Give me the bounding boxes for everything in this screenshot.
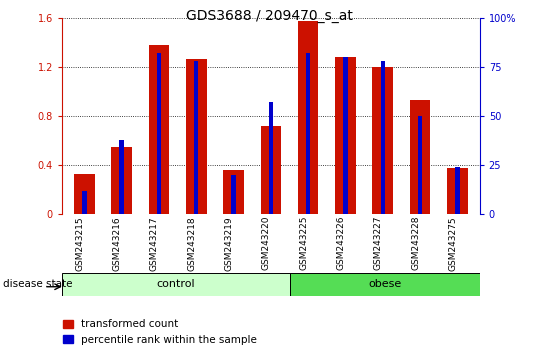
Bar [268, 102, 273, 214]
Legend: transformed count, percentile rank within the sample: transformed count, percentile rank withi… [59, 315, 261, 349]
Text: GSM243228: GSM243228 [411, 216, 420, 270]
Text: GSM243225: GSM243225 [299, 216, 308, 270]
Bar [186, 59, 206, 214]
Bar [231, 175, 236, 214]
Bar [194, 61, 198, 214]
Bar [418, 116, 422, 214]
Bar [335, 57, 356, 214]
Bar [112, 147, 132, 214]
Text: GSM243227: GSM243227 [374, 216, 383, 270]
Text: GSM243216: GSM243216 [113, 216, 122, 270]
Text: GDS3688 / 209470_s_at: GDS3688 / 209470_s_at [186, 9, 353, 23]
Bar [306, 53, 310, 214]
Bar [260, 126, 281, 214]
Text: GSM243219: GSM243219 [225, 216, 233, 270]
Text: disease state: disease state [3, 279, 72, 289]
Bar [120, 139, 124, 214]
Bar [447, 167, 468, 214]
Text: GSM243215: GSM243215 [75, 216, 85, 270]
Text: GSM243218: GSM243218 [187, 216, 196, 270]
Text: GSM243217: GSM243217 [150, 216, 159, 270]
Text: GSM243226: GSM243226 [336, 216, 345, 270]
Bar [62, 273, 290, 296]
Bar [82, 190, 87, 214]
Text: control: control [157, 279, 195, 290]
Bar [410, 100, 430, 214]
Bar [372, 67, 393, 214]
Text: obese: obese [368, 279, 402, 290]
Bar [157, 53, 161, 214]
Bar [381, 61, 385, 214]
Bar [223, 170, 244, 214]
Bar [290, 273, 480, 296]
Text: GSM243220: GSM243220 [262, 216, 271, 270]
Bar [298, 21, 319, 214]
Bar [455, 167, 460, 214]
Bar [149, 45, 169, 214]
Bar [74, 174, 95, 214]
Bar [343, 57, 348, 214]
Text: GSM243275: GSM243275 [448, 216, 457, 270]
